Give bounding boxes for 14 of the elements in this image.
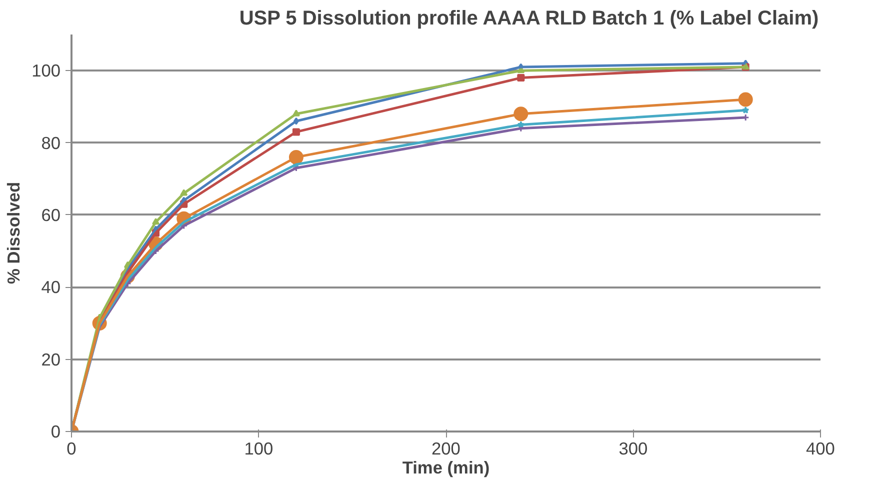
x-axis-title: Time (min) (402, 458, 490, 478)
x-tick-label: 400 (806, 438, 835, 458)
x-tick-label: 0 (66, 438, 76, 458)
x-tick-label: 200 (432, 438, 460, 458)
y-tick-label: 40 (41, 277, 61, 298)
x-tick-label: 100 (244, 438, 274, 458)
chart-title: USP 5 Dissolution profile AAAA RLD Batch 1 (% Label Claim) (239, 8, 819, 30)
y-axis-title: % Dissolved (4, 182, 24, 284)
y-tick-label: 60 (41, 204, 61, 225)
y-tick-label: 20 (41, 349, 61, 370)
y-tick-label: 80 (41, 132, 61, 153)
y-tick-label: 100 (32, 60, 61, 81)
x-tick-label: 300 (618, 438, 648, 458)
y-tick-label: 0 (50, 422, 61, 442)
